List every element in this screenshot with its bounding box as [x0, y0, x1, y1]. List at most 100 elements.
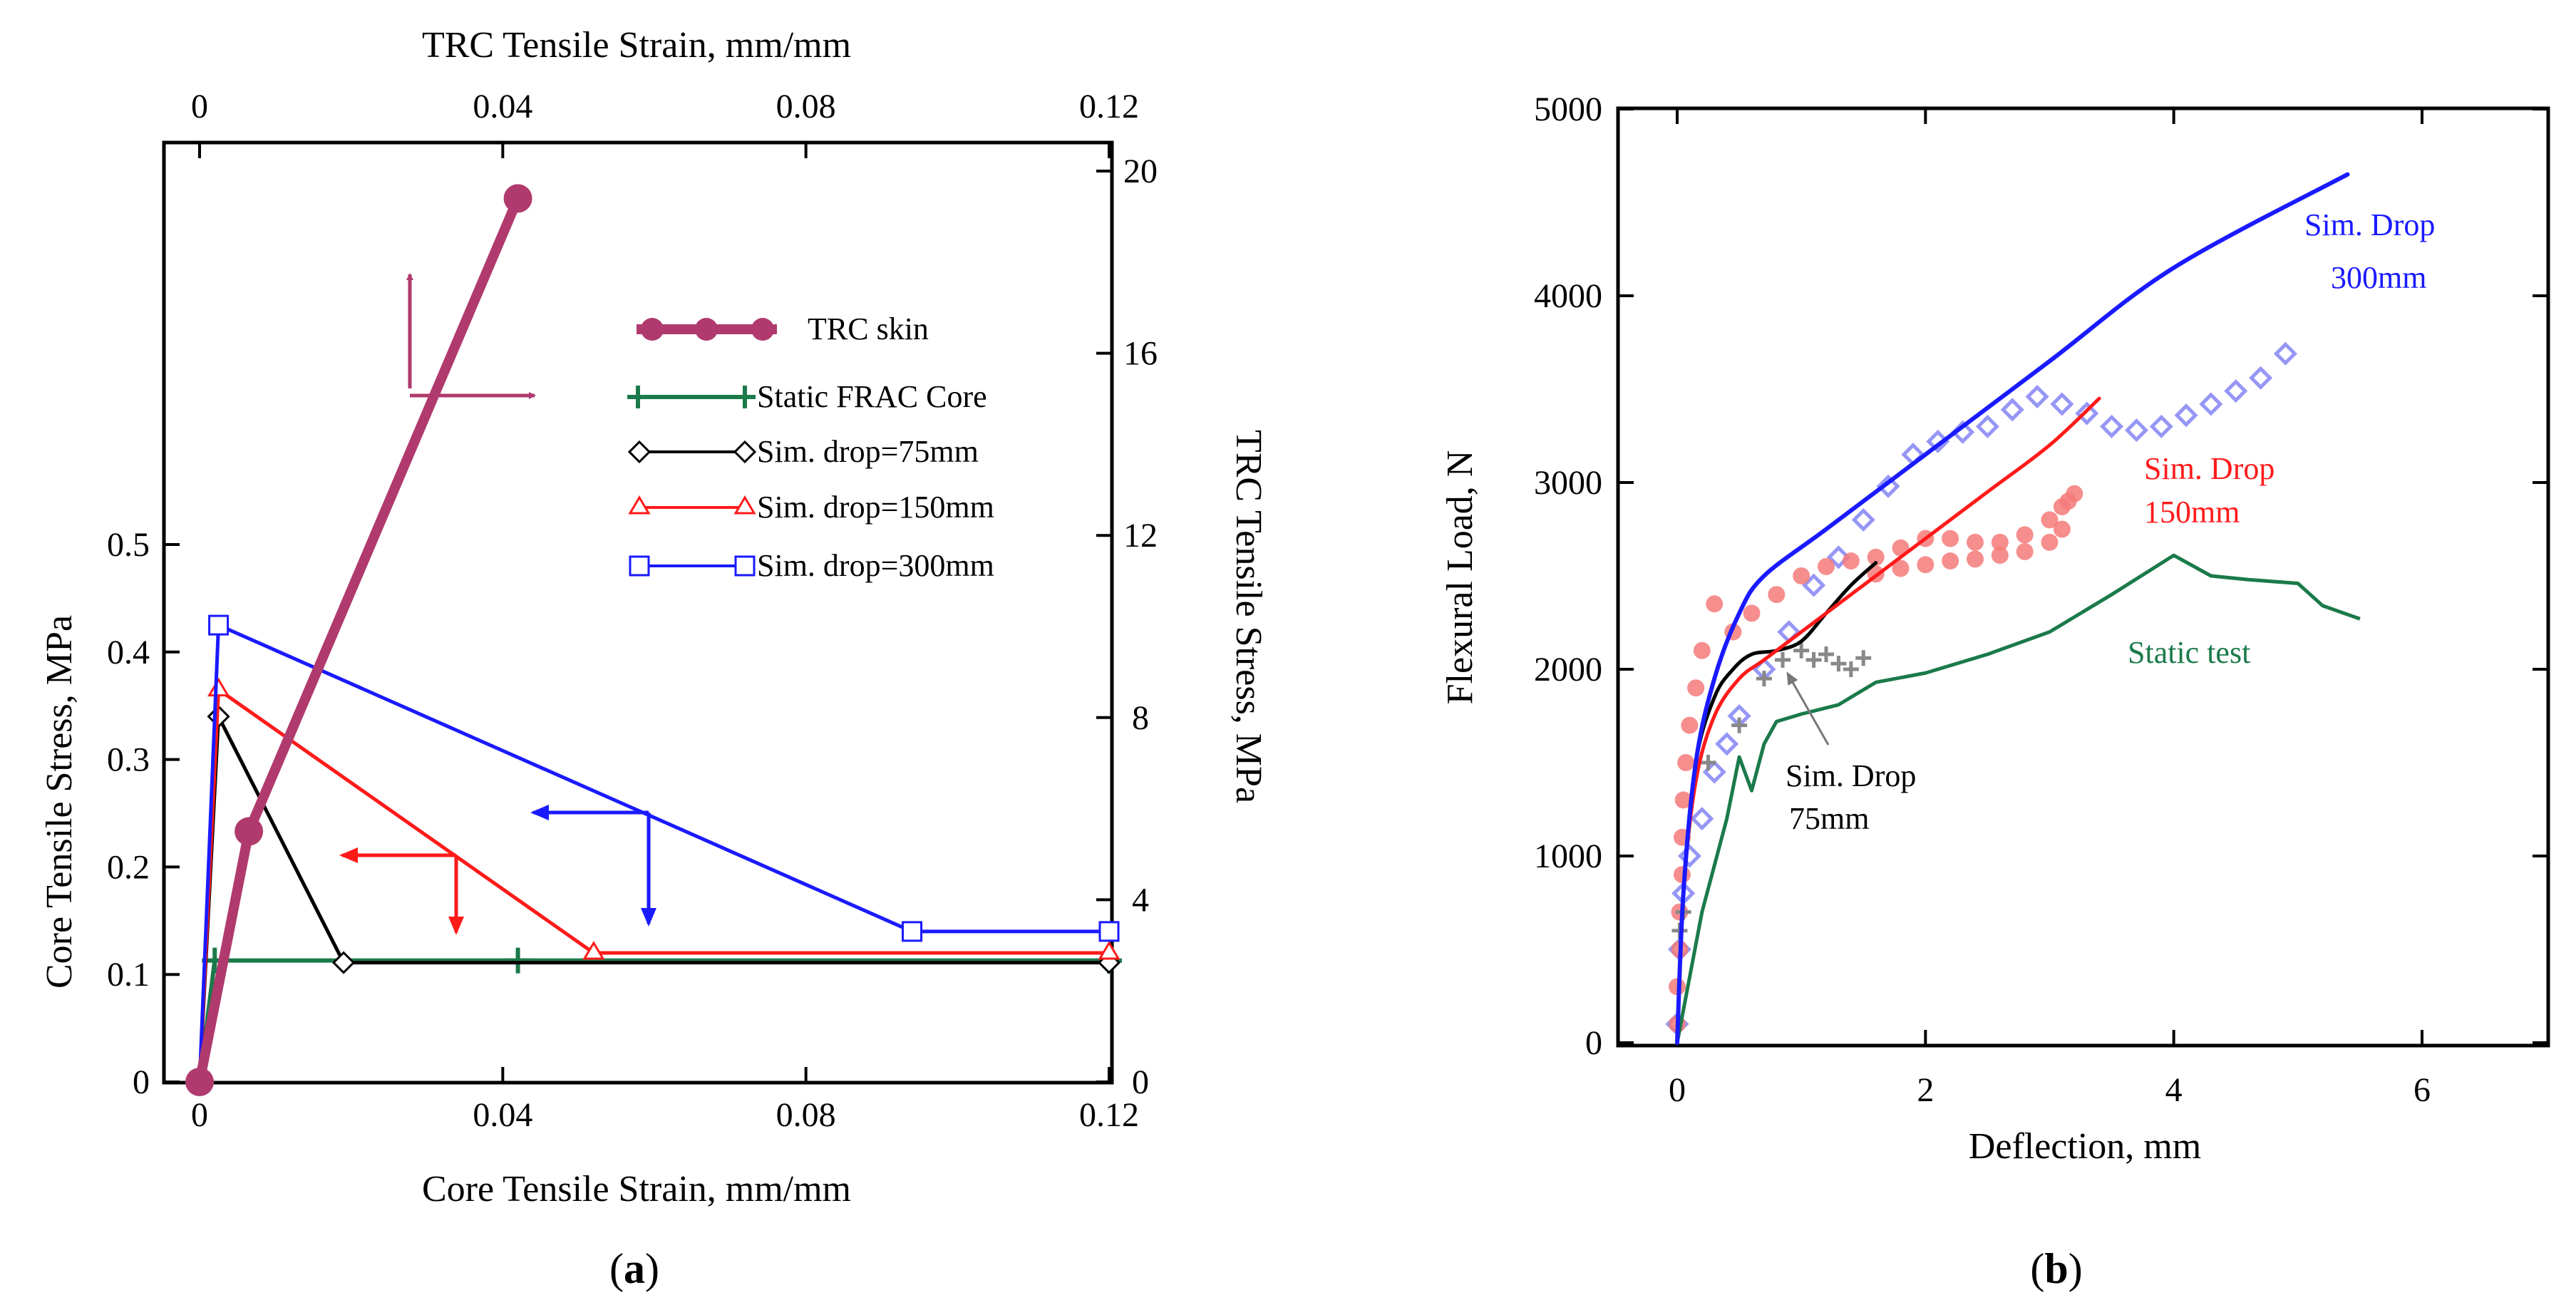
y-tick-label: 0.3: [107, 741, 150, 779]
sim150-marker: [2041, 511, 2059, 529]
panel-b-label: (b): [2030, 1245, 2082, 1292]
legend-label-trc-skin: TRC skin: [808, 311, 929, 346]
x-tick-label: 0.12: [1079, 1096, 1139, 1134]
sim300-marker: [1876, 474, 1900, 498]
sim300-marker: [2025, 384, 2049, 409]
sim300-marker: [2000, 398, 2024, 422]
sim300-marker: [2199, 392, 2223, 416]
series-point: [582, 941, 605, 960]
sim300-marker: [2075, 401, 2099, 426]
sim75-marker: [1818, 646, 1834, 663]
sim75-marker: [1843, 661, 1859, 677]
x-tick-label: 0: [191, 1096, 208, 1134]
panel-b-y-title: Flexural Load, N: [1440, 450, 1480, 705]
series-point: [331, 951, 356, 974]
panel-b: 0 2 4 6 0 1000 2000 3000 4000 5000 Sim. Drop 300m…: [1440, 91, 2550, 1167]
sim300-marker: [1851, 507, 1875, 532]
sim150-marker: [1693, 641, 1711, 659]
sim75-marker: [1830, 656, 1847, 672]
sim150-marker: [1967, 550, 1984, 568]
y-tick-label: 0.1: [107, 956, 150, 994]
sim150-marker: [1818, 557, 1835, 575]
sim150-marker: [1706, 595, 1724, 613]
y-tick-label: 3000: [1534, 464, 1602, 502]
sim75-marker: [1775, 651, 1791, 668]
series-point: [1098, 921, 1120, 942]
annotation-sim75-pointer: [1786, 671, 1830, 746]
legend-item-trc-skin: TRC skin: [637, 311, 929, 346]
sim75-marker: [1793, 642, 1810, 659]
sim150-marker: [1991, 533, 2009, 551]
series-line-trc-skin: [195, 196, 523, 1083]
y-tick-label: 4000: [1534, 277, 1602, 315]
sim150-marker: [1942, 530, 1959, 547]
sim300-marker: [2149, 414, 2173, 438]
y-tick-label: 0: [1585, 1024, 1602, 1062]
sim300-marker: [1975, 414, 1999, 438]
sim300-marker: [1802, 573, 1826, 597]
x2-tick-label: 0.08: [776, 88, 836, 125]
series-line-sim-drop-300mm: [197, 623, 1109, 1083]
annotation-sim75: Sim. Drop 75mm: [1786, 758, 1924, 836]
sim300-marker: [1677, 844, 1701, 868]
legend-item-sim75: Sim. drop=75mm: [627, 434, 979, 469]
sim150-marker: [1743, 604, 1761, 622]
sim300-marker: [2124, 418, 2148, 443]
panel-b-x-title: Deflection, mm: [1969, 1126, 2201, 1167]
panel-b-ticks: 0 2 4 6 0 1000 2000 3000 4000 5000: [1534, 91, 2548, 1109]
annotation-static: Static test: [2128, 635, 2250, 670]
panel-a-legend: TRC skin Static FRAC Core Sim. drop=75mm…: [627, 311, 994, 583]
sim75-marker: [1700, 755, 1716, 770]
legend-label-sim300: Sim. drop=300mm: [757, 548, 994, 583]
series-point: [902, 921, 923, 942]
sim150-marker: [2066, 485, 2083, 502]
sim150-marker: [1677, 754, 1695, 771]
sim300-marker: [1826, 545, 1850, 569]
x-tick-label: 6: [2413, 1071, 2431, 1109]
legend-label-static-frac: Static FRAC Core: [757, 379, 987, 414]
panel-a-series: [185, 184, 1122, 1096]
y2-tick-label: 8: [1132, 699, 1149, 737]
sim150-marker: [1867, 548, 1885, 566]
trc-skin-axis-arrows: [406, 273, 536, 399]
sim150-marker: [2016, 542, 2034, 560]
series-line-static-frac-core: [197, 958, 1109, 1083]
legend-item-sim300: Sim. drop=300mm: [629, 548, 994, 583]
panel-a-ticks: 0 0.04 0.08 0.120 0.04 0.08 0.1200.10.20.30.40…: [107, 88, 1158, 1134]
sim300-marker: [2174, 403, 2198, 428]
x2-tick-label: 0.04: [473, 88, 532, 125]
sim150-marker: [2053, 520, 2071, 538]
sim150-marker: [1674, 791, 1692, 809]
x-tick-label: 4: [2165, 1071, 2183, 1109]
panel-a: 0 0.04 0.08 0.120 0.04 0.08 0.1200.10.20.30.40…: [39, 25, 1269, 1210]
panel-a-y-title: Core Tensile Stress, MPa: [39, 615, 80, 989]
sim150-axis-arrows: [339, 847, 464, 935]
x-tick-label: 0: [1669, 1071, 1686, 1109]
y-tick-label: 0: [133, 1063, 150, 1101]
sim150-marker: [1942, 552, 1959, 570]
sim300-marker: [2249, 366, 2273, 390]
panel-a-label: (a): [609, 1245, 659, 1292]
x2-tick-label: 0.12: [1079, 88, 1139, 125]
y2-tick-label: 16: [1123, 335, 1158, 373]
series-point: [503, 184, 532, 213]
legend-item-sim150: Sim. drop=150mm: [628, 490, 994, 525]
y2-tick-label: 0: [1132, 1063, 1149, 1101]
sim75-marker: [1805, 651, 1822, 668]
sim150-marker: [1681, 716, 1699, 734]
y-tick-label: 5000: [1534, 91, 1602, 128]
y2-tick-label: 12: [1123, 517, 1158, 555]
sim300-marker: [1690, 807, 1714, 831]
sim150-marker: [2016, 526, 2034, 544]
sim150-marker: [1917, 556, 1934, 574]
x2-tick-label: 0: [191, 88, 208, 125]
sim150-marker: [2041, 533, 2059, 551]
sim150-marker: [1768, 586, 1786, 604]
sim300-marker: [2050, 392, 2074, 416]
sim150-marker: [1687, 679, 1705, 697]
sim300-marker: [2273, 341, 2297, 366]
sim75-marker: [1731, 717, 1748, 733]
sim150-marker: [1967, 533, 1984, 551]
y-tick-label: 0.5: [107, 526, 150, 564]
